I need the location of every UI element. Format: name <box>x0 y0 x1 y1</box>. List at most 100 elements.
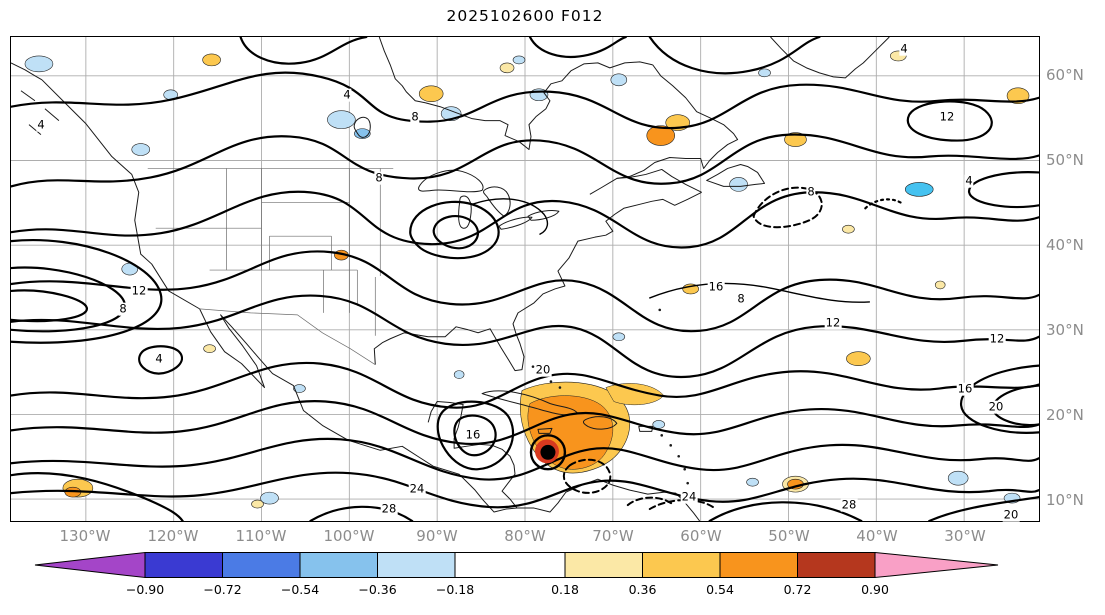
page-title: 2025102600 F012 <box>446 7 604 25</box>
contour-line <box>968 171 1039 209</box>
anomaly-patch <box>293 384 306 393</box>
island-dot <box>686 481 689 485</box>
colorbar-segment <box>454 552 566 578</box>
island-dot <box>683 467 686 471</box>
map-canvas <box>11 37 1039 521</box>
contour-line <box>11 250 1039 333</box>
colorbar-segment <box>144 552 223 578</box>
anomaly-patch <box>610 73 628 87</box>
colorbar-tick-label: 0.36 <box>628 582 657 597</box>
contour-line <box>471 198 549 235</box>
lon-tick-label: 120°W <box>147 527 199 545</box>
dashed-contour <box>752 186 823 229</box>
colorbar-segment <box>299 552 378 578</box>
colorbar-over-arrow <box>874 551 999 579</box>
coastline-jamaica <box>537 427 553 434</box>
colorbar-segment <box>719 552 798 578</box>
anomaly-patch <box>904 182 934 197</box>
contour-line <box>409 200 500 260</box>
tropical-cyclone-marker <box>529 434 567 471</box>
contour-line <box>11 361 1039 409</box>
contour-line <box>432 215 479 250</box>
island-dot <box>549 380 553 383</box>
anomaly-patch <box>842 224 855 234</box>
lake-winnip <box>353 116 371 138</box>
anomaly-patch <box>327 110 356 129</box>
lat-tick-label: 20°N <box>1046 406 1084 424</box>
contour-line <box>309 505 414 521</box>
shaded-anomaly-layer <box>24 50 1030 509</box>
contour-line <box>708 501 863 521</box>
colorbar-segment <box>642 552 721 578</box>
lon-tick-label: 50°W <box>768 527 810 545</box>
colorbar-bar <box>34 551 999 579</box>
contour-line <box>528 37 627 59</box>
coastline-yucatan-centam <box>427 400 518 509</box>
lat-tick-label: 30°N <box>1046 321 1084 339</box>
contour-line <box>11 437 1039 481</box>
anomaly-patch <box>1006 87 1030 105</box>
contour-line <box>453 414 497 457</box>
anomaly-patch <box>512 55 526 65</box>
anomaly-patch <box>784 132 807 147</box>
colorbar-tick-label: −0.72 <box>203 582 242 597</box>
coastline-newfoundland <box>706 163 766 187</box>
island-dot <box>669 444 673 447</box>
dashed-contour <box>562 458 612 494</box>
anomaly-patch <box>746 477 759 487</box>
coastline-labrador <box>616 64 739 179</box>
lon-tick-label: 90°W <box>416 527 458 545</box>
anomaly-patch <box>418 85 444 103</box>
coastline-alaska <box>11 62 60 135</box>
colorbar-tick-label: −0.36 <box>358 582 397 597</box>
contour-line <box>960 364 1039 434</box>
colorbar-segment <box>377 552 456 578</box>
anomaly-patch <box>251 499 264 509</box>
anomaly-patch <box>260 491 279 505</box>
anomaly-patch <box>934 280 946 290</box>
lon-tick-label: 130°W <box>59 527 111 545</box>
contour-line <box>11 239 163 344</box>
lat-axis: 60°N 50°N 40°N 30°N 20°N 10°N <box>1044 36 1104 556</box>
anomaly-patch <box>453 370 465 379</box>
colorbar-tick-label: 0.54 <box>706 582 734 597</box>
grid-layer <box>11 37 1039 521</box>
anomaly-patch <box>202 53 221 67</box>
dashed-contour <box>626 496 675 507</box>
colorbar-segment <box>564 552 643 578</box>
contour-line <box>906 100 993 142</box>
colorbar: −0.90 −0.72 −0.54 −0.36 −0.18 0.18 0.36 0.54 0.7… <box>33 551 1000 603</box>
colorbar-tick-label: −0.54 <box>280 582 320 597</box>
anomaly-patch <box>846 351 871 366</box>
contour-line <box>239 37 368 65</box>
lat-tick-label: 50°N <box>1046 151 1084 169</box>
colorbar-ticks: −0.90 −0.72 −0.54 −0.36 −0.18 0.18 0.36 0.54 0.7… <box>33 582 1000 600</box>
island-dot <box>677 454 680 458</box>
colorbar-tick-label: −0.90 <box>125 582 165 597</box>
contour-line <box>436 400 515 471</box>
anomaly-patch <box>612 332 626 342</box>
lon-tick-label: 70°W <box>592 527 634 545</box>
lake-michigan <box>458 195 472 229</box>
lake-superior <box>418 169 484 193</box>
anomaly-patch <box>203 344 216 353</box>
map-panel: 4 4 8 8 4 12 4 8 12 8 4 16 8 12 12 20 16 16 20 24 28 24 28 20 <box>10 36 1040 522</box>
contour-line <box>11 71 1039 130</box>
coastline-gulf-atlantic <box>373 191 702 372</box>
lat-tick-label: 40°N <box>1046 236 1084 254</box>
contour-line <box>11 400 1039 446</box>
island-dot <box>558 386 562 389</box>
colorbar-under-arrow <box>34 551 146 579</box>
lake-erie <box>498 216 533 230</box>
lat-tick-label: 10°N <box>1046 491 1084 509</box>
island-dot <box>531 365 535 368</box>
contour-line <box>648 37 821 75</box>
contour-line <box>11 133 1039 188</box>
lon-tick-label: 40°W <box>856 527 898 545</box>
anomaly-patch <box>646 125 676 146</box>
lon-tick-label: 100°W <box>323 527 375 545</box>
colorbar-segment <box>222 552 301 578</box>
coastline-hispaniola <box>582 416 618 430</box>
state-borders <box>147 168 394 365</box>
